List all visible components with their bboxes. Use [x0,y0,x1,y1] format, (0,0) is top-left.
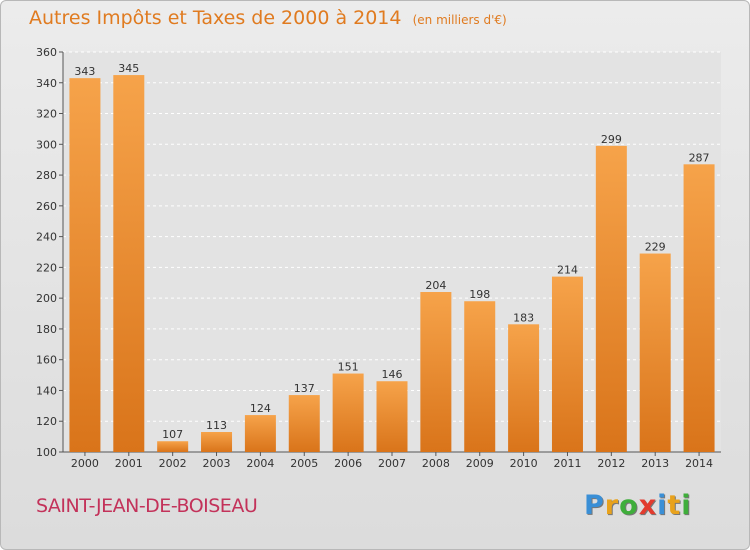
logo-letter: P [584,490,605,521]
y-tick-label: 360 [36,46,57,59]
x-tick-label: 2001 [115,457,143,470]
data-label: 113 [206,419,227,432]
x-tick-label: 2013 [641,457,669,470]
x-tick-label: 2008 [422,457,450,470]
chart-unit: (en milliers d'€) [412,13,507,27]
bar-2003 [201,432,233,452]
y-tick-label: 160 [36,354,57,367]
bar-2011 [551,276,583,452]
data-label: 183 [513,311,534,324]
bar-2014 [683,164,715,453]
data-label: 214 [557,264,578,277]
x-tick-label: 2011 [553,457,581,470]
x-tick-label: 2014 [685,457,713,470]
data-label: 198 [469,288,490,301]
bar-2006 [332,373,364,452]
y-tick-label: 140 [36,384,57,397]
x-tick-label: 2010 [510,457,538,470]
data-label: 137 [294,382,315,395]
logo-letter: o [619,490,639,521]
data-label: 345 [118,62,139,75]
y-tick-label: 280 [36,169,57,182]
logo-letter: r [604,490,620,521]
logo-letter: i [657,490,668,521]
x-tick-label: 2005 [290,457,318,470]
town-name: SAINT-JEAN-DE-BOISEAU [36,495,258,517]
bar-2013 [639,253,671,452]
x-tick-label: 2003 [203,457,231,470]
y-tick-label: 120 [36,415,57,428]
x-tick-label: 2002 [159,457,187,470]
proxiti-logo: Proxiti [584,490,692,521]
x-tick-label: 2009 [466,457,494,470]
x-tick-label: 2007 [378,457,406,470]
data-label: 343 [74,65,95,78]
data-label: 124 [250,402,271,415]
data-label: 204 [425,279,446,292]
y-tick-label: 200 [36,292,57,305]
chart-title: Autres Impôts et Taxes de 2000 à 2014 [29,7,402,29]
bar-2004 [244,415,276,452]
y-tick-label: 220 [36,261,57,274]
bar-2005 [288,395,320,452]
bar-2009 [464,301,496,452]
data-label: 107 [162,428,183,441]
y-tick-label: 180 [36,323,57,336]
bar-2000 [69,78,101,453]
logo-letter: x [638,490,658,521]
bar-2012 [595,145,627,452]
bar-2007 [376,381,408,452]
bar-2010 [508,324,540,452]
data-label: 229 [645,241,666,254]
x-tick-label: 2006 [334,457,362,470]
y-tick-label: 340 [36,77,57,90]
x-tick-label: 2012 [597,457,625,470]
data-label: 287 [689,151,710,164]
y-tick-label: 260 [36,200,57,213]
bar-2002 [157,441,189,452]
data-label: 146 [382,368,403,381]
data-label: 299 [601,133,622,146]
x-tick-label: 2000 [71,457,99,470]
logo-letter: t [667,490,682,521]
logo-letter: i [681,490,692,521]
y-tick-label: 100 [36,446,57,459]
data-label: 151 [338,361,359,374]
y-tick-label: 300 [36,138,57,151]
y-tick-label: 320 [36,108,57,121]
y-tick-label: 240 [36,231,57,244]
x-tick-label: 2004 [246,457,274,470]
bar-2001 [113,75,145,453]
bar-2008 [420,292,452,452]
chart-title-block: Autres Impôts et Taxes de 2000 à 2014 (e… [29,7,507,29]
